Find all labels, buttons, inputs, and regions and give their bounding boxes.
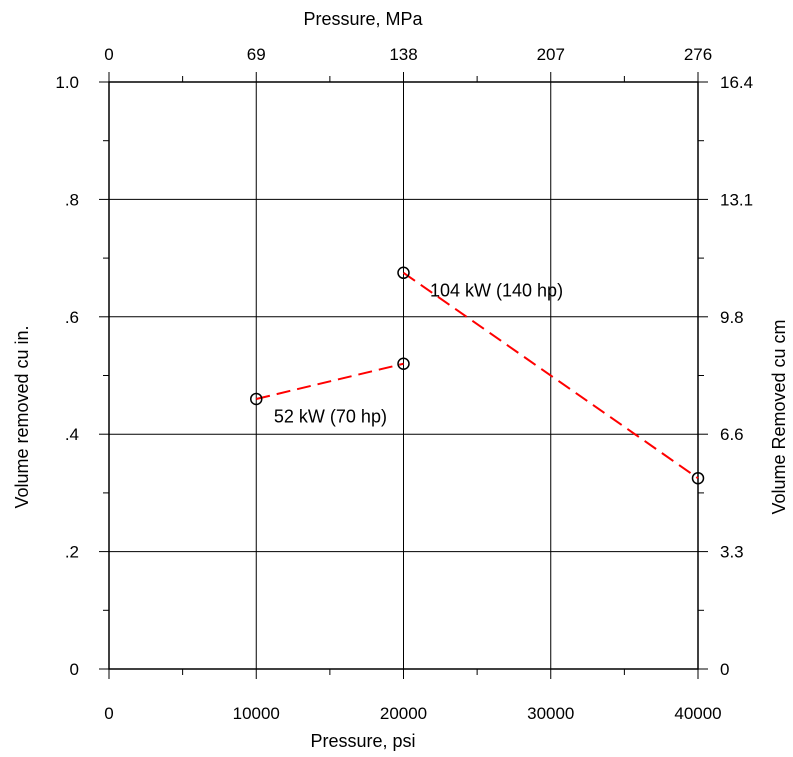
data-point-marker bbox=[397, 357, 410, 371]
data-point-marker bbox=[691, 471, 705, 485]
y-tick-label-right: 13.1 bbox=[720, 190, 753, 209]
axis-ticks bbox=[99, 72, 708, 679]
y-tick-label-right: 0 bbox=[720, 660, 729, 679]
y-tick-label-right: 3.3 bbox=[720, 543, 744, 562]
x-tick-label-bottom: 0 bbox=[104, 704, 113, 723]
data-point-marker bbox=[250, 392, 263, 406]
y-tick-label-left: 1.0 bbox=[55, 73, 79, 92]
data-point-marker bbox=[397, 266, 410, 280]
y-tick-label-left: .6 bbox=[65, 308, 79, 327]
x-axis-title-bottom: Pressure, psi bbox=[310, 731, 415, 751]
x-tick-label-top: 69 bbox=[247, 45, 266, 64]
x-tick-label-top: 0 bbox=[104, 45, 113, 64]
y-tick-label-right: 6.6 bbox=[720, 425, 744, 444]
x-tick-label-top: 207 bbox=[537, 45, 565, 64]
series-annotation-2: 104 kW (140 hp) bbox=[430, 280, 563, 300]
y-axis-title-left: Volume removed cu in. bbox=[12, 325, 32, 508]
chart-annotations: 52 kW (70 hp) 104 kW (140 hp) bbox=[274, 280, 563, 426]
x-tick-label-top: 138 bbox=[389, 45, 417, 64]
series-line-2 bbox=[402, 271, 699, 480]
y-tick-label-right: 16.4 bbox=[720, 73, 753, 92]
data-series bbox=[250, 266, 705, 485]
x-tick-label-bottom: 10000 bbox=[233, 704, 280, 723]
y-tick-label-right: 9.8 bbox=[720, 308, 744, 327]
series-line-1 bbox=[256, 362, 404, 400]
y-axis-title-right: Volume Removed cu cm bbox=[769, 319, 789, 514]
axis-tick-labels: 0 10000 20000 30000 40000 0 .2 .4 .6 .8 1.0 0 69 138 2… bbox=[55, 45, 753, 723]
x-axis-title-top: Pressure, MPa bbox=[303, 9, 423, 29]
x-tick-label-bottom: 40000 bbox=[674, 704, 721, 723]
y-tick-label-left: 0 bbox=[70, 660, 79, 679]
y-tick-label-left: .8 bbox=[65, 190, 79, 209]
x-tick-label-top: 276 bbox=[684, 45, 712, 64]
x-tick-label-bottom: 20000 bbox=[380, 704, 427, 723]
y-tick-label-left: .2 bbox=[65, 543, 79, 562]
series-annotation-1: 52 kW (70 hp) bbox=[274, 407, 387, 427]
y-tick-label-left: .4 bbox=[65, 425, 79, 444]
x-tick-label-bottom: 30000 bbox=[527, 704, 574, 723]
